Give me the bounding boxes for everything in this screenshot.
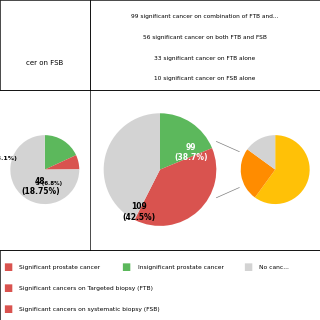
Wedge shape: [247, 135, 275, 170]
Text: 99 significant cancer on combination of FTB and...: 99 significant cancer on combination of …: [131, 14, 278, 19]
Text: 48
(18.75%): 48 (18.75%): [21, 177, 60, 196]
Text: 10 significant cancer on FSB alone: 10 significant cancer on FSB alone: [154, 76, 255, 81]
Text: 33 significant cancer on FTB alone: 33 significant cancer on FTB alone: [154, 56, 255, 61]
Text: Significant cancers on Targeted biopsy (FTB): Significant cancers on Targeted biopsy (…: [19, 286, 153, 291]
Text: ■: ■: [243, 262, 252, 272]
Wedge shape: [255, 135, 310, 204]
Text: Significant prostate cancer: Significant prostate cancer: [19, 265, 100, 270]
Wedge shape: [10, 135, 79, 204]
Text: 56 significant cancer on both FTB and FSB: 56 significant cancer on both FTB and FS…: [143, 35, 267, 40]
Text: 109
(42.5%): 109 (42.5%): [122, 202, 156, 221]
Text: ■: ■: [3, 262, 12, 272]
Text: cer on FSB: cer on FSB: [26, 60, 63, 66]
Text: ■: ■: [3, 283, 12, 293]
Wedge shape: [134, 148, 216, 226]
Wedge shape: [241, 149, 275, 197]
Wedge shape: [45, 135, 76, 170]
Wedge shape: [104, 113, 160, 220]
Text: Significant cancers on systematic biopsy (FSB): Significant cancers on systematic biopsy…: [19, 307, 160, 312]
Wedge shape: [160, 113, 212, 170]
Wedge shape: [45, 155, 79, 170]
Text: 8 (18.1%): 8 (18.1%): [0, 156, 17, 161]
Text: ■: ■: [3, 304, 12, 315]
Text: No canc...: No canc...: [259, 265, 289, 270]
Text: Insignificant prostate cancer: Insignificant prostate cancer: [138, 265, 224, 270]
Text: 3 (6.8%): 3 (6.8%): [36, 180, 62, 186]
Text: 99
(38.7%): 99 (38.7%): [174, 143, 208, 163]
Text: ■: ■: [122, 262, 131, 272]
